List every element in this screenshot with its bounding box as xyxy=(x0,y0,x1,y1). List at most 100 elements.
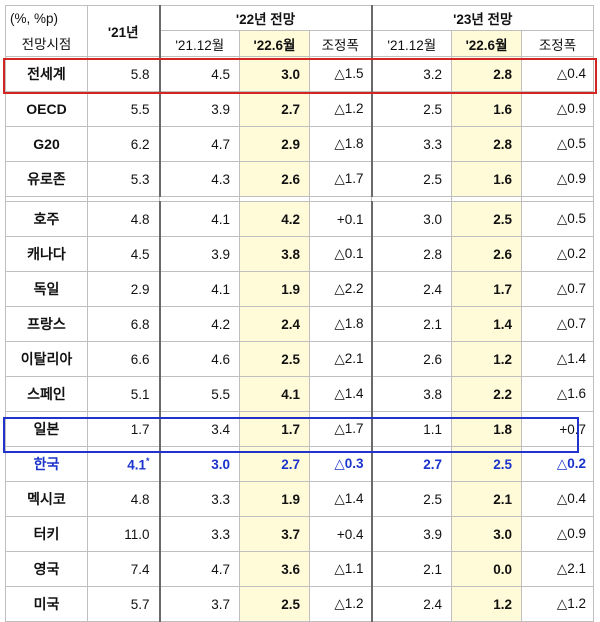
sub-prev-2022: '21.12월 xyxy=(158,30,240,57)
adjustment-2023: △0.5 xyxy=(521,201,595,237)
country-name: 호주 xyxy=(5,201,88,237)
forecast-2023-new: 1.7 xyxy=(451,271,523,307)
value-2021: 6.6 xyxy=(87,341,160,377)
adjustment-2023: △0.9 xyxy=(521,91,595,127)
sub-new-2023: '22.6월 xyxy=(451,30,523,57)
forecast-2022-prev: 4.7 xyxy=(158,126,240,162)
adjustment-2022: △2.2 xyxy=(308,271,373,307)
forecast-2022-new: 3.0 xyxy=(239,56,310,92)
forecast-2022-new: 2.5 xyxy=(239,341,310,377)
sub-adj-2022: 조정폭 xyxy=(308,30,373,57)
table-row: 일본 1.7 3.4 1.7 △1.7 1.1 1.8 +0.7 xyxy=(5,411,595,447)
forecast-2023-new: 3.0 xyxy=(451,516,523,552)
value-2021: 5.5 xyxy=(87,91,160,127)
forecast-2022-new: 2.7 xyxy=(239,91,310,127)
table-row: 프랑스 6.8 4.2 2.4 △1.8 2.1 1.4 △0.7 xyxy=(5,306,595,342)
value-2021: 6.2 xyxy=(87,126,160,162)
value-2021: 7.4 xyxy=(87,551,160,587)
forecast-2022-new: 1.9 xyxy=(239,481,310,517)
forecast-2023-prev: 3.0 xyxy=(370,201,453,237)
forecast-2022-prev: 4.6 xyxy=(158,341,240,377)
value-2021-text: 4.1 xyxy=(127,457,146,473)
adjustment-2022: △1.7 xyxy=(308,161,373,197)
forecast-2023-new: 2.5 xyxy=(451,446,523,482)
adjustment-2022: △2.1 xyxy=(308,341,373,377)
country-name: 프랑스 xyxy=(5,306,88,342)
adjustment-2023: △0.5 xyxy=(521,126,595,162)
table-row: OECD 5.5 3.9 2.7 △1.2 2.5 1.6 △0.9 xyxy=(5,91,595,127)
forecast-2022-new: 1.7 xyxy=(239,411,310,447)
country-name: 독일 xyxy=(5,271,88,307)
forecast-2022-new: 2.7 xyxy=(239,446,310,482)
forecast-2023-new: 2.8 xyxy=(451,126,523,162)
forecast-2022-new: 3.8 xyxy=(239,236,310,272)
adjustment-2022: +0.1 xyxy=(308,201,373,237)
value-2021: 6.8 xyxy=(87,306,160,342)
table-row: 터키 11.0 3.3 3.7 +0.4 3.9 3.0 △0.9 xyxy=(5,516,595,552)
table-row: 유로존 5.3 4.3 2.6 △1.7 2.5 1.6 △0.9 xyxy=(5,161,595,197)
adjustment-2022: △1.4 xyxy=(308,376,373,412)
forecast-2023-new: 1.6 xyxy=(451,91,523,127)
table-row: 전세계 5.8 4.5 3.0 △1.5 3.2 2.8 △0.4 xyxy=(5,56,595,92)
forecast-2023-new: 2.2 xyxy=(451,376,523,412)
adjustment-2022: △1.4 xyxy=(308,481,373,517)
forecast-2023-new: 2.5 xyxy=(451,201,523,237)
forecast-2022-new: 3.6 xyxy=(239,551,310,587)
sub-prev-2023: '21.12월 xyxy=(370,30,453,57)
value-2021: 5.7 xyxy=(87,586,160,622)
forecast-table: (%, %p) '21년 '22년 전망 '23년 전망 전망시점 '21.12… xyxy=(5,5,595,622)
footnote-mark: * xyxy=(145,455,150,466)
adjustment-2023: △1.6 xyxy=(521,376,595,412)
country-name: 미국 xyxy=(5,586,88,622)
country-name: 캐나다 xyxy=(5,236,88,272)
adjustment-2022: △1.8 xyxy=(308,306,373,342)
table-row: 멕시코 4.8 3.3 1.9 △1.4 2.5 2.1 △0.4 xyxy=(5,481,595,517)
forecast-2022-prev: 5.5 xyxy=(158,376,240,412)
country-name: 한국 xyxy=(5,446,88,482)
forecast-2023-prev: 3.9 xyxy=(370,516,453,552)
adjustment-2022: △1.1 xyxy=(308,551,373,587)
forecast-2022-prev: 4.7 xyxy=(158,551,240,587)
value-2021: 4.5 xyxy=(87,236,160,272)
country-name: 전세계 xyxy=(5,56,88,92)
forecast-2023-prev: 3.8 xyxy=(370,376,453,412)
forecast-2023-prev: 2.4 xyxy=(370,271,453,307)
forecast-2022-prev: 4.5 xyxy=(158,56,240,92)
table-row: 독일 2.9 4.1 1.9 △2.2 2.4 1.7 △0.7 xyxy=(5,271,595,307)
col-country-header: 전망시점 xyxy=(5,30,88,57)
adjustment-2023: △0.7 xyxy=(521,306,595,342)
adjustment-2023: △1.4 xyxy=(521,341,595,377)
value-2021: 4.1* xyxy=(87,446,160,482)
unit-label: (%, %p) xyxy=(5,5,88,31)
country-name: 유로존 xyxy=(5,161,88,197)
forecast-2022-prev: 3.3 xyxy=(158,481,240,517)
forecast-2022-prev: 3.9 xyxy=(158,91,240,127)
forecast-2023-prev: 1.1 xyxy=(370,411,453,447)
table-row: 이탈리아 6.6 4.6 2.5 △2.1 2.6 1.2 △1.4 xyxy=(5,341,595,377)
forecast-2023-prev: 3.2 xyxy=(370,56,453,92)
forecast-2022-new: 2.6 xyxy=(239,161,310,197)
forecast-2022-prev: 3.3 xyxy=(158,516,240,552)
adjustment-2022: △1.8 xyxy=(308,126,373,162)
value-2021: 4.8 xyxy=(87,201,160,237)
value-2021: 5.3 xyxy=(87,161,160,197)
col-2021-header: '21년 xyxy=(87,5,160,57)
forecast-2023-new: 1.8 xyxy=(451,411,523,447)
country-name: 영국 xyxy=(5,551,88,587)
country-name: OECD xyxy=(5,91,88,127)
forecast-2022-new: 1.9 xyxy=(239,271,310,307)
table-row: 한국 4.1* 3.0 2.7 △0.3 2.7 2.5 △0.2 xyxy=(5,446,595,482)
forecast-2023-prev: 2.5 xyxy=(370,481,453,517)
adjustment-2022: △0.3 xyxy=(308,446,373,482)
group-2023-header: '23년 전망 xyxy=(370,5,595,31)
country-name: 스페인 xyxy=(5,376,88,412)
value-2021: 5.1 xyxy=(87,376,160,412)
forecast-2022-prev: 3.7 xyxy=(158,586,240,622)
forecast-2023-prev: 2.4 xyxy=(370,586,453,622)
adjustment-2023: △0.9 xyxy=(521,161,595,197)
sub-new-2022: '22.6월 xyxy=(239,30,310,57)
forecast-2023-new: 1.2 xyxy=(451,341,523,377)
forecast-2023-prev: 3.3 xyxy=(370,126,453,162)
forecast-2023-new: 0.0 xyxy=(451,551,523,587)
value-2021: 11.0 xyxy=(87,516,160,552)
